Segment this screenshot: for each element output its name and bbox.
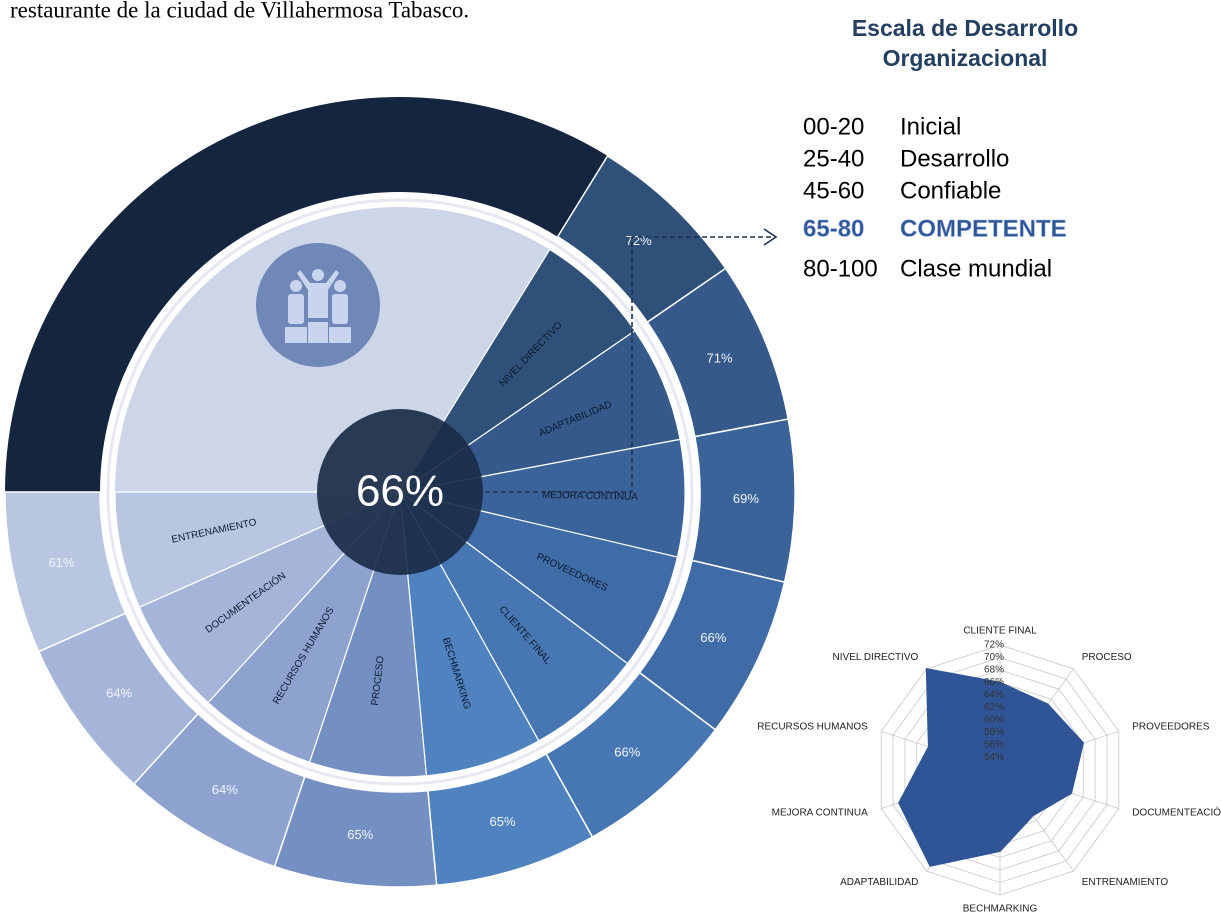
- value-label: 64%: [212, 782, 238, 797]
- value-label: 65%: [490, 814, 516, 829]
- icon-body: [297, 270, 339, 318]
- icon-head: [312, 269, 324, 281]
- tick-label: 58%: [984, 727, 1004, 738]
- pointer-arrow: [763, 228, 778, 246]
- separator-ring: [106, 198, 694, 786]
- axis-label: NIVEL DIRECTIVO: [833, 652, 919, 663]
- legend-range: 80-100: [803, 255, 878, 282]
- category-sector: [399, 248, 636, 493]
- icon-head: [334, 280, 346, 292]
- tick-label: 68%: [984, 665, 1004, 676]
- center-value: 66%: [356, 467, 444, 516]
- axis-label: BECHMARKING: [963, 904, 1038, 915]
- axis-label: ADAPTABILIDAD: [840, 877, 918, 888]
- tick-label: 66%: [984, 677, 1004, 688]
- tick-label: 60%: [984, 715, 1004, 726]
- radar-chart: 54%56% 58%60% 62%64% 66%68% 70%72% CLIENTE FI…: [757, 626, 1221, 915]
- icon-body: [288, 294, 304, 324]
- header-text: restaurante de la ciudad de Villahermosa…: [10, 0, 469, 22]
- legend-label: Desarrollo: [900, 145, 1009, 172]
- pointer-line: [485, 236, 772, 493]
- tick-label: 70%: [984, 652, 1004, 663]
- axis-label: ENTRENAMIENTO: [1082, 877, 1169, 888]
- legend-range: 45-60: [803, 177, 864, 204]
- tick-label: 64%: [984, 690, 1004, 701]
- value-label: 66%: [700, 630, 726, 645]
- donut-chart: 72%NIVEL DIRECTIVO 71%ADAPTABILIDAD69%MEJ…: [4, 97, 796, 888]
- outer-remainder: [5, 97, 608, 493]
- legend-label: Confiable: [900, 177, 1001, 204]
- value-label: 69%: [733, 491, 759, 506]
- icon-head: [290, 280, 302, 292]
- value-label: 65%: [347, 827, 373, 842]
- category-label: MEJORA CONTINUA: [542, 490, 639, 503]
- legend-label: Inicial: [900, 113, 961, 140]
- tick-label: 72%: [984, 640, 1004, 651]
- legend-range: 00-20: [803, 113, 864, 140]
- value-label: 71%: [707, 351, 733, 366]
- legend-label: Clase mundial: [900, 255, 1052, 282]
- axis-label: CLIENTE FINAL: [963, 626, 1037, 637]
- axis-label: PROCESO: [1082, 652, 1132, 663]
- value-segment: [4, 491, 127, 653]
- icon-podium: [285, 327, 307, 343]
- axis-label: DOCUMENTEACIÓN: [1132, 806, 1221, 819]
- legend-range: 65-80: [803, 215, 864, 242]
- axis-label: RECURSOS HUMANOS: [757, 722, 868, 733]
- value-label: 61%: [48, 555, 74, 570]
- value-label: 72%: [626, 233, 652, 248]
- radar-area: [898, 667, 1085, 867]
- value-label: 66%: [614, 744, 640, 759]
- value-label: 64%: [106, 686, 132, 701]
- legend-label: COMPETENTE: [900, 215, 1067, 242]
- axis-label: MEJORA CONTINUA: [772, 808, 868, 819]
- scale-legend: Escala de Desarrollo Organizacional 00-2…: [803, 15, 1078, 282]
- axis-label: PROVEEDORES: [1132, 722, 1210, 733]
- legend-range: 25-40: [803, 145, 864, 172]
- tick-label: 62%: [984, 702, 1004, 713]
- category-sector: [399, 491, 629, 742]
- category-sector: [399, 438, 686, 558]
- tick-label: 54%: [984, 752, 1004, 763]
- icon-podium: [308, 322, 328, 343]
- icon-body: [332, 294, 348, 324]
- icon-podium: [329, 327, 351, 343]
- tick-label: 56%: [984, 740, 1004, 751]
- legend-title: Escala de Desarrollo: [852, 15, 1078, 41]
- legend-title: Organizacional: [883, 45, 1048, 71]
- category-sector: [138, 491, 401, 704]
- center-circle: [317, 409, 483, 575]
